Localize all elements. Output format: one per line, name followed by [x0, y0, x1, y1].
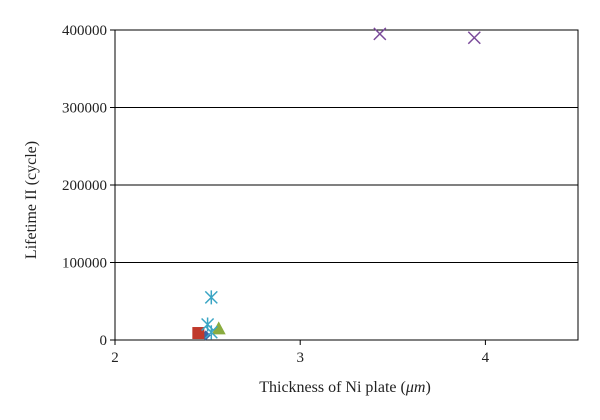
x-axis-title-suffix: ) [425, 379, 430, 396]
x-tick-label: 3 [296, 350, 304, 366]
y-tick-label: 0 [100, 333, 108, 349]
data-point-x [373, 27, 387, 41]
y-tick-label: 300000 [62, 101, 107, 117]
y-tick-label: 200000 [62, 178, 107, 194]
x-axis-title-prefix: Thickness of Ni plate ( [259, 379, 406, 396]
data-point-triangle [211, 321, 226, 335]
x-tick-label: 2 [111, 350, 119, 366]
y-tick-label: 100000 [62, 256, 107, 272]
x-tick-label: 4 [482, 350, 490, 366]
data-points [192, 27, 481, 341]
grid-lines [115, 29, 578, 341]
y-tick-labels: 0 100000 200000 300000 400000 [62, 23, 115, 349]
data-point-asterisk [204, 325, 218, 340]
data-point-x [467, 31, 481, 45]
x-axis-title: Thickness of Ni plate (μm) [259, 379, 431, 396]
y-axis-title: Lifetime II (cycle) [23, 141, 40, 259]
data-point-asterisk [204, 290, 218, 305]
x-tick-labels: 2 3 4 [111, 340, 490, 366]
x-axis-title-unit: μm [405, 379, 426, 396]
y-tick-label: 400000 [62, 23, 107, 39]
